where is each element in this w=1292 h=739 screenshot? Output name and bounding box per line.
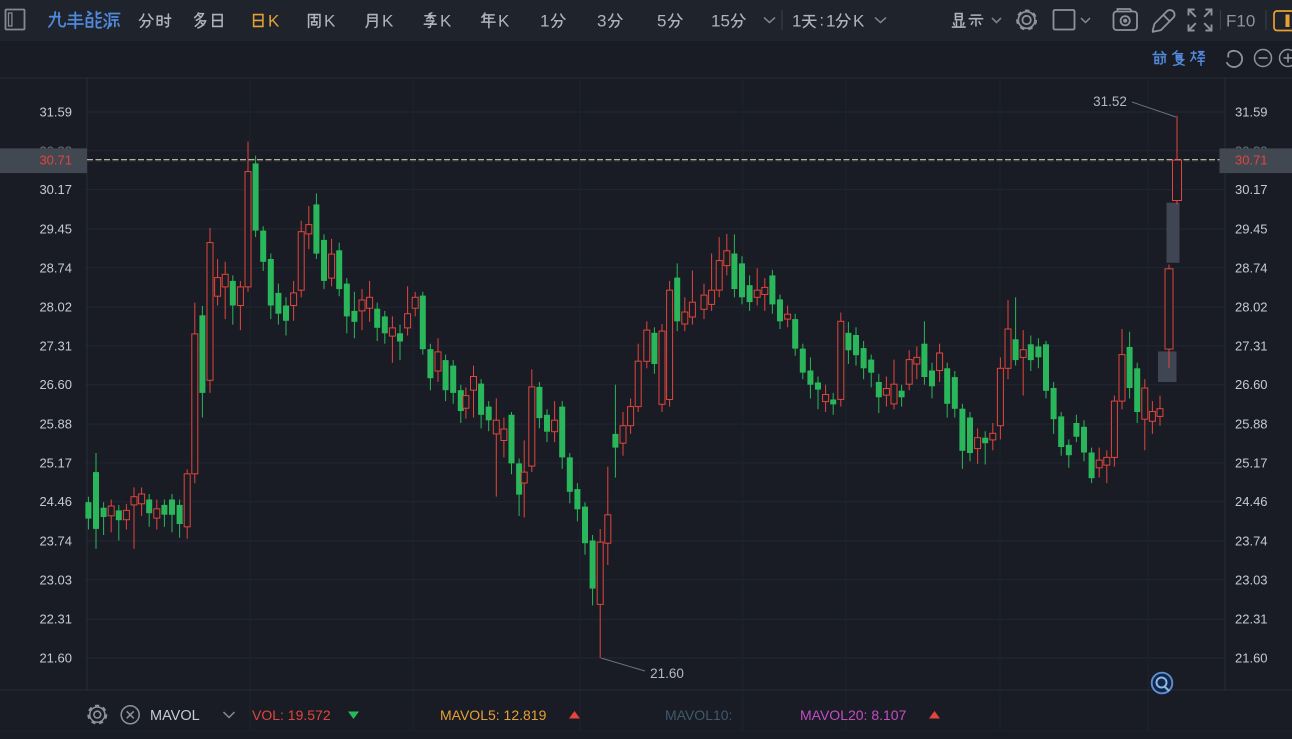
svg-text:28.02: 28.02 bbox=[1235, 300, 1268, 315]
svg-text:28.74: 28.74 bbox=[1235, 260, 1268, 275]
svg-text:K: K bbox=[853, 12, 865, 31]
svg-text:3: 3 bbox=[597, 12, 606, 31]
svg-text:23.03: 23.03 bbox=[39, 572, 72, 587]
svg-text:29.45: 29.45 bbox=[39, 222, 72, 237]
svg-text:27.31: 27.31 bbox=[39, 338, 72, 353]
svg-text:MAVOL: MAVOL bbox=[150, 708, 200, 724]
svg-text:MAVOL10:: MAVOL10: bbox=[665, 707, 732, 723]
svg-text:MAVOL5: 12.819: MAVOL5: 12.819 bbox=[440, 707, 547, 723]
svg-text:K: K bbox=[324, 12, 336, 31]
svg-text:31.59: 31.59 bbox=[39, 105, 72, 120]
svg-text:21.60: 21.60 bbox=[39, 651, 72, 666]
svg-text:22.31: 22.31 bbox=[1235, 612, 1268, 627]
svg-text:26.60: 26.60 bbox=[39, 377, 72, 392]
svg-text:21.60: 21.60 bbox=[1235, 651, 1268, 666]
svg-text:28.02: 28.02 bbox=[39, 300, 72, 315]
svg-text:30.71: 30.71 bbox=[39, 153, 72, 168]
svg-text:21.60: 21.60 bbox=[650, 666, 684, 681]
svg-text:MAVOL20: 8.107: MAVOL20: 8.107 bbox=[800, 707, 907, 723]
svg-text:15: 15 bbox=[711, 12, 730, 31]
svg-text:31.52: 31.52 bbox=[1093, 94, 1127, 109]
svg-text:F10: F10 bbox=[1226, 12, 1255, 31]
svg-text:K: K bbox=[382, 12, 394, 31]
svg-text:23.74: 23.74 bbox=[1235, 534, 1268, 549]
svg-text:5: 5 bbox=[657, 12, 666, 31]
svg-text:25.88: 25.88 bbox=[39, 417, 72, 432]
svg-text:23.74: 23.74 bbox=[39, 534, 72, 549]
svg-text:29.45: 29.45 bbox=[1235, 222, 1268, 237]
svg-text:25.17: 25.17 bbox=[1235, 455, 1268, 470]
svg-text:K: K bbox=[440, 12, 452, 31]
svg-text:25.88: 25.88 bbox=[1235, 417, 1268, 432]
svg-text:30.17: 30.17 bbox=[1235, 182, 1268, 197]
svg-text:30.17: 30.17 bbox=[39, 182, 72, 197]
svg-text:28.74: 28.74 bbox=[39, 260, 72, 275]
svg-text:K: K bbox=[268, 12, 280, 31]
svg-text:1: 1 bbox=[792, 12, 801, 31]
svg-text:1: 1 bbox=[826, 12, 835, 31]
svg-text:30.71: 30.71 bbox=[1235, 153, 1268, 168]
svg-text:25.17: 25.17 bbox=[39, 455, 72, 470]
svg-text:1: 1 bbox=[540, 12, 549, 31]
svg-text:22.31: 22.31 bbox=[39, 612, 72, 627]
svg-text:24.46: 24.46 bbox=[39, 494, 72, 509]
svg-text:K: K bbox=[498, 12, 510, 31]
svg-text:24.46: 24.46 bbox=[1235, 494, 1268, 509]
svg-text:31.59: 31.59 bbox=[1235, 105, 1268, 120]
svg-text:27.31: 27.31 bbox=[1235, 338, 1268, 353]
svg-text:23.03: 23.03 bbox=[1235, 572, 1268, 587]
svg-text::: : bbox=[820, 13, 824, 30]
svg-text:26.60: 26.60 bbox=[1235, 377, 1268, 392]
svg-text:VOL: 19.572: VOL: 19.572 bbox=[252, 707, 331, 723]
